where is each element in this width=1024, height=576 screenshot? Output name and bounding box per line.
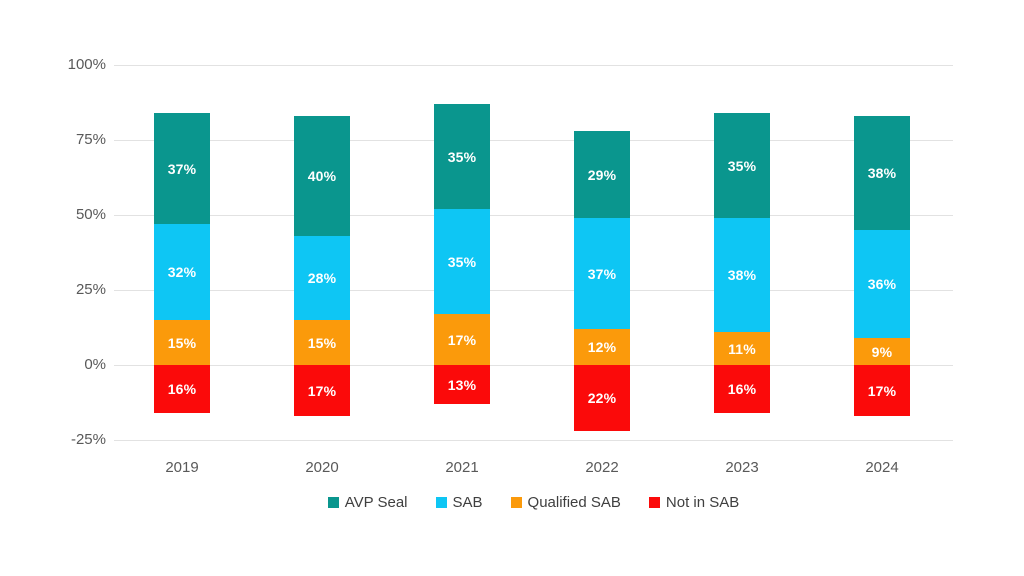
bar-segment-qualified-sab: 17% (434, 314, 490, 365)
bar-data-label: 17% (867, 382, 897, 399)
gridline (114, 140, 953, 141)
legend-swatch-icon (510, 497, 522, 508)
y-tick-label: 25% (75, 281, 106, 298)
y-tick-label: 100% (67, 56, 106, 73)
legend-item-qualified-sab: Qualified SAB (510, 494, 621, 511)
bar-data-label: 17% (307, 382, 337, 399)
bar-segment-qualified-sab: 15% (294, 320, 350, 365)
bar-data-label: 38% (727, 267, 757, 283)
bar-data-label: 28% (307, 270, 337, 286)
bar-data-label: 32% (167, 264, 197, 280)
bar-data-label: 35% (447, 148, 477, 165)
bar-data-label: 38% (867, 165, 897, 181)
legend-label: AVP Seal (344, 494, 408, 511)
bar-data-label: 37% (587, 265, 617, 282)
bar-data-label: 35% (447, 253, 477, 270)
x-tick-label: 2022 (585, 459, 619, 476)
bar-segment-not-in-sab: 16% (714, 365, 770, 413)
y-tick-label: 50% (75, 206, 106, 223)
x-tick-label: 2023 (725, 459, 759, 476)
bar-segment-sab: 32% (154, 224, 210, 320)
x-tick-label: 2024 (865, 459, 899, 476)
bar-segment-sab: 36% (854, 230, 910, 338)
bar-segment-avp-seal: 37% (154, 113, 210, 224)
bar-segment-sab: 28% (294, 236, 350, 320)
legend: AVP Seal SAB Qualified SAB Not in SAB (114, 494, 953, 511)
legend-swatch-icon (435, 497, 447, 508)
bar-data-label: 37% (167, 160, 197, 177)
gridline (114, 365, 953, 366)
bar-data-label: 9% (871, 343, 893, 360)
bar-segment-sab: 37% (574, 218, 630, 329)
bar-data-label: 16% (167, 381, 197, 397)
y-tick-label: 0% (84, 356, 106, 373)
bar-segment-not-in-sab: 17% (854, 365, 910, 416)
bar-segment-sab: 38% (714, 218, 770, 332)
legend-label: SAB (452, 494, 483, 511)
y-tick-label: 75% (75, 131, 106, 148)
bar-segment-qualified-sab: 12% (574, 329, 630, 365)
x-tick-label: 2019 (165, 459, 199, 476)
bar-segment-avp-seal: 35% (434, 104, 490, 209)
bar-data-label: 22% (587, 390, 617, 406)
bar-segment-avp-seal: 40% (294, 116, 350, 236)
bar-data-label: 13% (447, 376, 477, 393)
x-tick-label: 2021 (445, 459, 479, 476)
bar-segment-qualified-sab: 9% (854, 338, 910, 365)
y-tick-label: -25% (70, 431, 106, 448)
bar-data-label: 35% (727, 157, 757, 174)
bar-segment-qualified-sab: 11% (714, 332, 770, 365)
legend-label: Qualified SAB (527, 494, 621, 511)
bar-segment-not-in-sab: 17% (294, 365, 350, 416)
bar-segment-not-in-sab: 13% (434, 365, 490, 404)
gridline (114, 65, 953, 66)
bar-data-label: 29% (587, 166, 617, 183)
gridline (114, 215, 953, 216)
bar-segment-qualified-sab: 15% (154, 320, 210, 365)
bar-segment-avp-seal: 35% (714, 113, 770, 218)
bar-segment-sab: 35% (434, 209, 490, 314)
bar-data-label: 36% (867, 276, 897, 292)
bar-data-label: 12% (587, 339, 617, 355)
bar-data-label: 17% (447, 331, 477, 348)
bar-segment-not-in-sab: 16% (154, 365, 210, 413)
bar-data-label: 40% (307, 168, 337, 184)
legend-item-avp-seal: AVP Seal (327, 494, 408, 511)
x-tick-label: 2020 (305, 459, 339, 476)
legend-swatch-icon (648, 497, 660, 508)
gridline (114, 440, 953, 441)
bar-data-label: 11% (728, 340, 756, 357)
bar-segment-avp-seal: 29% (574, 131, 630, 218)
legend-item-sab: SAB (435, 494, 483, 511)
bar-data-label: 15% (307, 334, 337, 351)
legend-item-not-in-sab: Not in SAB (648, 494, 740, 511)
bar-segment-not-in-sab: 22% (574, 365, 630, 431)
bar-data-label: 15% (167, 334, 197, 351)
bar-data-label: 16% (727, 381, 757, 397)
legend-label: Not in SAB (665, 494, 740, 511)
gridline (114, 290, 953, 291)
legend-swatch-icon (327, 497, 339, 508)
bar-segment-avp-seal: 38% (854, 116, 910, 230)
